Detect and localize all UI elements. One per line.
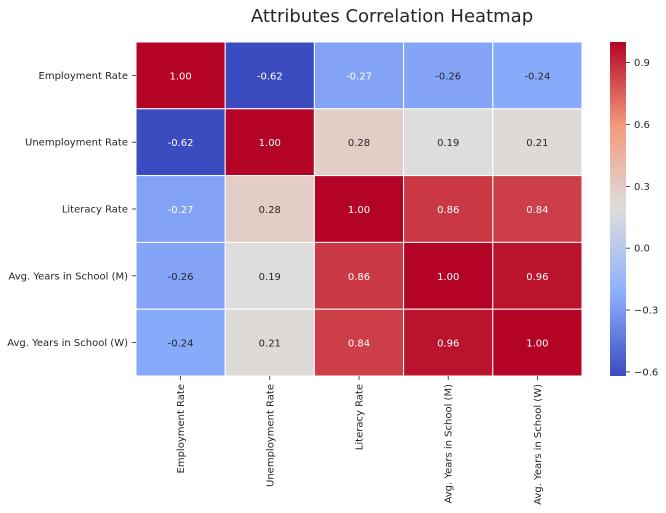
cell-value-label: 0.28 bbox=[348, 138, 370, 149]
heatmap-cell bbox=[492, 241, 583, 310]
heatmap-cell bbox=[313, 108, 405, 177]
column-tick-label: Unemployment Rate bbox=[265, 384, 276, 487]
row-tick-labels: Employment Rate Unemployment Rate Literacy… bbox=[7, 71, 136, 349]
cell-value-label: 1.00 bbox=[437, 272, 459, 283]
row-tick-label: Literacy Rate bbox=[62, 205, 128, 216]
colorbar-tick-label: 0.3 bbox=[634, 182, 650, 193]
heatmap-cell bbox=[403, 41, 494, 110]
cell-value-label: -0.62 bbox=[257, 71, 283, 82]
column-tick-label: Employment Rate bbox=[176, 384, 187, 473]
column-tick-label: Avg. Years in School (M) bbox=[444, 384, 455, 504]
cell-value-label: 0.21 bbox=[526, 138, 548, 149]
cell-value-label: 0.84 bbox=[526, 205, 548, 216]
heatmap-cell bbox=[135, 41, 226, 110]
colorbar-tick-label: −0.6 bbox=[634, 367, 658, 378]
colorbar-tick-label: 0.9 bbox=[634, 58, 650, 69]
column-tick-label: Avg. Years in School (W) bbox=[533, 384, 544, 505]
heatmap-cell bbox=[313, 41, 405, 110]
cell-value-label: 0.19 bbox=[259, 272, 281, 283]
row-tick-label: Avg. Years in School (M) bbox=[8, 271, 128, 282]
heatmap-cell bbox=[403, 175, 494, 243]
cell-value-label: 1.00 bbox=[259, 138, 281, 149]
heatmap-cell bbox=[224, 175, 315, 243]
colorbar-tick-label: 0.0 bbox=[634, 244, 650, 255]
cell-value-label: -0.62 bbox=[168, 138, 194, 149]
cell-value-label: 0.84 bbox=[348, 339, 370, 350]
cell-value-label: 1.00 bbox=[169, 71, 191, 82]
cell-value-label: 1.00 bbox=[526, 339, 548, 350]
row-tick-label: Avg. Years in School (W) bbox=[7, 338, 128, 349]
cell-value-label: -0.26 bbox=[435, 71, 461, 82]
row-tick-label: Unemployment Rate bbox=[25, 138, 128, 149]
colorbar-gradient bbox=[610, 42, 626, 376]
heatmap-cell bbox=[135, 108, 226, 177]
colorbar: 0.9 0.6 0.3 0.0 −0.3 −0.6 bbox=[610, 42, 658, 378]
heatmap-cell bbox=[403, 241, 494, 310]
heatmap-cell bbox=[224, 41, 315, 110]
heatmap-cell bbox=[492, 308, 583, 377]
heatmap-cell bbox=[135, 308, 226, 377]
cell-value-label: 0.19 bbox=[437, 138, 459, 149]
cell-value-label: 1.00 bbox=[348, 205, 370, 216]
column-tick-label: Literacy Rate bbox=[355, 384, 366, 450]
chart-title: Attributes Correlation Heatmap bbox=[251, 6, 533, 27]
heatmap-cell bbox=[492, 175, 583, 243]
row-tick-label: Employment Rate bbox=[39, 71, 128, 82]
heatmap-cell bbox=[313, 308, 405, 377]
cell-value-label: 0.86 bbox=[348, 272, 370, 283]
heatmap-cell bbox=[313, 175, 405, 243]
cell-value-label: 0.86 bbox=[437, 205, 459, 216]
cell-value-label: -0.27 bbox=[168, 205, 194, 216]
colorbar-tick-label: −0.3 bbox=[634, 306, 658, 317]
heatmap-cell bbox=[492, 108, 583, 177]
colorbar-tick-label: 0.6 bbox=[634, 120, 650, 131]
heatmap-cells: 1.00 -0.62 -0.27 -0.26 -0.24 -0.62 1.00 0.28 0.1… bbox=[135, 41, 583, 377]
heatmap-cell bbox=[224, 308, 315, 377]
column-tick-labels: Employment Rate Unemployment Rate Literacy… bbox=[176, 376, 544, 505]
heatmap-cell bbox=[313, 241, 405, 310]
heatmap-cell bbox=[224, 241, 315, 310]
cell-value-label: -0.26 bbox=[168, 272, 194, 283]
cell-value-label: 0.96 bbox=[437, 339, 459, 350]
heatmap-cell bbox=[492, 41, 583, 110]
cell-value-label: -0.24 bbox=[524, 71, 550, 82]
cell-value-label: -0.27 bbox=[346, 71, 372, 82]
cell-value-label: 0.21 bbox=[259, 339, 281, 350]
cell-value-label: 0.28 bbox=[259, 205, 281, 216]
cell-value-label: -0.24 bbox=[168, 339, 194, 350]
cell-value-label: 0.96 bbox=[526, 272, 548, 283]
